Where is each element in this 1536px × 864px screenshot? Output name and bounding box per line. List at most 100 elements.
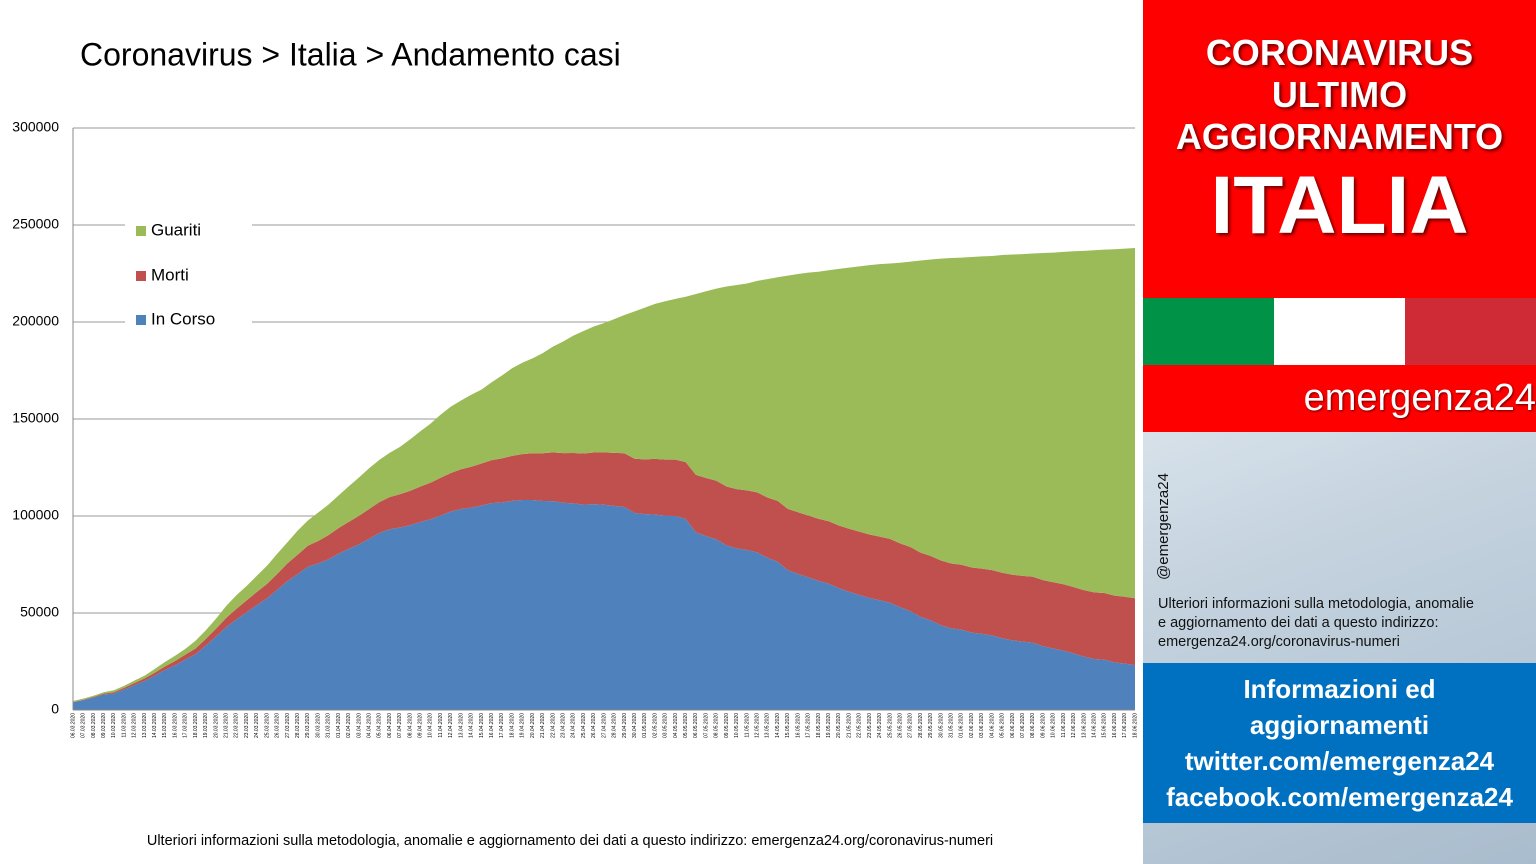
x-tick-label: 14.03.2020 [152,713,158,738]
links-line: twitter.com/emergenza24 [1184,746,1495,776]
x-tick-label: 16.05.2020 [795,713,801,738]
x-tick-label: 05.04.2020 [377,713,383,738]
x-tick-label: 20.03.2020 [213,713,219,738]
x-tick-label: 07.04.2020 [397,713,403,738]
header-line: CORONAVIRUS [1205,32,1474,73]
x-tick-label: 29.04.2020 [622,713,628,738]
x-tick-label: 27.03.2020 [285,713,291,738]
x-tick-label: 19.04.2020 [520,713,526,738]
x-tick-label: 15.05.2020 [785,713,791,738]
header-box: CORONAVIRUS ULTIMO AGGIORNAMENTO ITALIA [1143,0,1536,298]
x-tick-label: 30.05.2020 [938,713,944,738]
x-tick-label: 10.04.2020 [428,713,434,738]
header-line: ULTIMO [1271,74,1408,115]
x-tick-label: 11.03.2020 [121,713,127,738]
x-tick-label: 15.04.2020 [479,713,485,738]
area [73,247,1135,703]
chart: Coronavirus > Italia > Andamento casi Ul… [12,36,1138,849]
links-line: Informazioni ed [1243,674,1436,704]
x-tick-label: 20.04.2020 [530,713,536,738]
x-tick-label: 22.05.2020 [857,713,863,738]
sidebar: CORONAVIRUS ULTIMO AGGIORNAMENTO ITALIA … [1143,0,1536,864]
x-tick-label: 05.06.2020 [1000,713,1006,738]
x-tick-label: 11.06.2020 [1061,713,1067,738]
footnote: Ulteriori informazioni sulla metodologia… [147,833,993,849]
x-tick-label: 08.05.2020 [714,713,720,738]
x-tick-label: 16.06.2020 [1112,713,1118,738]
info: Ulteriori informazioni sulla metodologia… [1158,595,1474,652]
x-tick-label: 21.05.2020 [846,713,852,738]
y-tick-label: 50000 [20,604,59,620]
x-tick-label: 15.03.2020 [162,713,168,738]
x-tick-label: 19.05.2020 [826,713,832,738]
x-tick-label: 26.04.2020 [591,713,597,738]
legend-label: Morti [151,265,189,284]
legend-swatch [136,315,146,325]
x-tick-label: 31.03.2020 [326,713,332,738]
x-tick-label: 17.05.2020 [806,713,812,738]
x-tick-label: 21.04.2020 [540,713,546,738]
legend-label: In Corso [151,309,215,328]
x-tick-label: 05.05.2020 [683,713,689,738]
x-tick-label: 24.03.2020 [254,713,260,738]
x-tick-label: 13.03.2020 [142,713,148,738]
x-tick-label: 14.04.2020 [469,713,475,738]
x-tick-label: 26.05.2020 [897,713,903,738]
x-tick-label: 18.04.2020 [509,713,515,738]
x-tick-label: 09.03.2020 [101,713,107,738]
x-tick-label: 27.04.2020 [601,713,607,738]
area [73,499,1135,710]
x-tick-label: 28.03.2020 [295,713,301,738]
x-tick-label: 09.05.2020 [724,713,730,738]
x-tick-label: 31.05.2020 [949,713,955,738]
x-tick-label: 23.03.2020 [244,713,250,738]
area [73,452,1135,703]
x-tick-label: 18.06.2020 [1132,713,1138,738]
x-tick-label: 12.03.2020 [132,713,138,738]
x-tick-label: 07.05.2020 [703,713,709,738]
x-tick-label: 01.06.2020 [959,713,965,738]
x-tick-label: 06.03.2020 [70,713,76,738]
y-tick-label: 150000 [12,410,59,426]
brand: emergenza24 [1143,365,1536,432]
legend-label: Guariti [151,220,201,239]
x-tick-label: 11.05.2020 [744,713,750,738]
x-tick-label: 22.03.2020 [234,713,240,738]
y-tick-label: 300000 [12,119,59,135]
x-tick-label: 21.03.2020 [224,713,230,738]
x-tick-label: 24.05.2020 [877,713,883,738]
y-tick-label: 0 [51,701,59,717]
links-box: Informazioni ed aggiornamenti twitter.co… [1143,663,1536,823]
x-tick-label: 17.03.2020 [183,713,189,738]
x-tick-label: 13.06.2020 [1081,713,1087,738]
x-tick-label: 16.03.2020 [172,713,178,738]
x-tick-label: 06.05.2020 [693,713,699,738]
x-tick-label: 08.06.2020 [1030,713,1036,738]
x-tick-label: 03.06.2020 [979,713,985,738]
x-tick-label: 04.04.2020 [366,713,372,738]
x-tick-label: 22.04.2020 [550,713,556,738]
x-tick-label: 25.03.2020 [264,713,270,738]
x-tick-label: 12.06.2020 [1071,713,1077,738]
x-tick-label: 25.04.2020 [581,713,587,738]
x-tick-label: 10.05.2020 [734,713,740,738]
x-tick-label: 10.03.2020 [111,713,117,738]
flag-red [1405,298,1536,365]
legend-box [125,212,252,340]
x-tick-label: 26.03.2020 [275,713,281,738]
x-tick-label: 08.04.2020 [407,713,413,738]
x-tick-label: 13.04.2020 [458,713,464,738]
x-tick-label: 13.05.2020 [765,713,771,738]
x-tick-label: 10.06.2020 [1051,713,1057,738]
x-tick-label: 09.06.2020 [1040,713,1046,738]
x-tick-label: 02.06.2020 [969,713,975,738]
x-tick-label: 29.05.2020 [928,713,934,738]
x-tick-label: 30.03.2020 [315,713,321,738]
y-tick-label: 100000 [12,507,59,523]
links-line: facebook.com/emergenza24 [1166,782,1513,812]
x-tick-label: 28.04.2020 [612,713,618,738]
legend-swatch [136,271,146,281]
y-tick-label: 250000 [12,216,59,232]
x-tick-label: 12.05.2020 [755,713,761,738]
flag-green [1143,298,1274,365]
